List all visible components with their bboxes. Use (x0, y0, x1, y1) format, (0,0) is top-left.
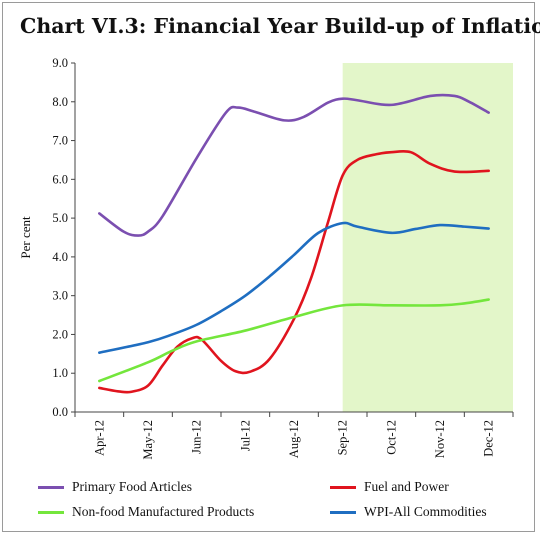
x-tick-label: Oct-12 (384, 420, 398, 455)
x-tick-label: Dec-12 (482, 420, 496, 457)
y-tick-label: 0.0 (52, 405, 68, 419)
series-line-primary-food-articles (98, 93, 490, 237)
shaded-region (342, 63, 513, 412)
y-tick-label: 8.0 (52, 95, 68, 109)
x-tick-label: Jun-12 (190, 420, 204, 454)
legend-item-non-food-manufactured-products: Non-food Manufactured Products (38, 503, 254, 521)
legend-swatch (38, 485, 64, 489)
chart-title: Chart VI.3: Financial Year Build-up of I… (20, 14, 540, 38)
legend-item-wpi-all-commodities: WPI-All Commodities (330, 503, 487, 521)
y-axis-title: Per cent (18, 216, 33, 259)
legend-item-fuel-and-power: Fuel and Power (330, 478, 449, 496)
y-tick-label: 9.0 (52, 56, 68, 70)
legend-swatch (330, 510, 356, 514)
legend-label: Non-food Manufactured Products (72, 504, 255, 519)
y-tick-label: 6.0 (52, 172, 68, 186)
series-line-fuel-and-power (98, 149, 490, 394)
y-tick-label: 4.0 (52, 250, 68, 264)
y-tick-label: 3.0 (52, 289, 68, 303)
x-tick-label: Sep-12 (336, 420, 350, 455)
legend-label: Fuel and Power (364, 479, 449, 494)
y-tick-label: 1.0 (52, 366, 68, 380)
legend-swatch (330, 485, 356, 489)
y-tick-label: 7.0 (52, 134, 68, 148)
legend-item-primary-food-articles: Primary Food Articles (38, 478, 192, 496)
legend-swatch (38, 510, 64, 514)
x-tick-label: Jul-12 (238, 420, 252, 451)
legend-label: Primary Food Articles (72, 479, 192, 494)
series-line-non-food-manufactured-products (98, 298, 490, 383)
series-line-wpi-all-commodities (98, 221, 490, 354)
y-tick-label: 2.0 (52, 327, 68, 341)
x-tick-label: Apr-12 (92, 420, 106, 456)
legend-label: WPI-All Commodities (364, 504, 487, 519)
x-tick-label: Aug-12 (287, 420, 301, 458)
x-tick-label: Nov-12 (433, 420, 447, 458)
x-tick-label: May-12 (141, 420, 155, 460)
y-tick-label: 5.0 (52, 211, 68, 225)
